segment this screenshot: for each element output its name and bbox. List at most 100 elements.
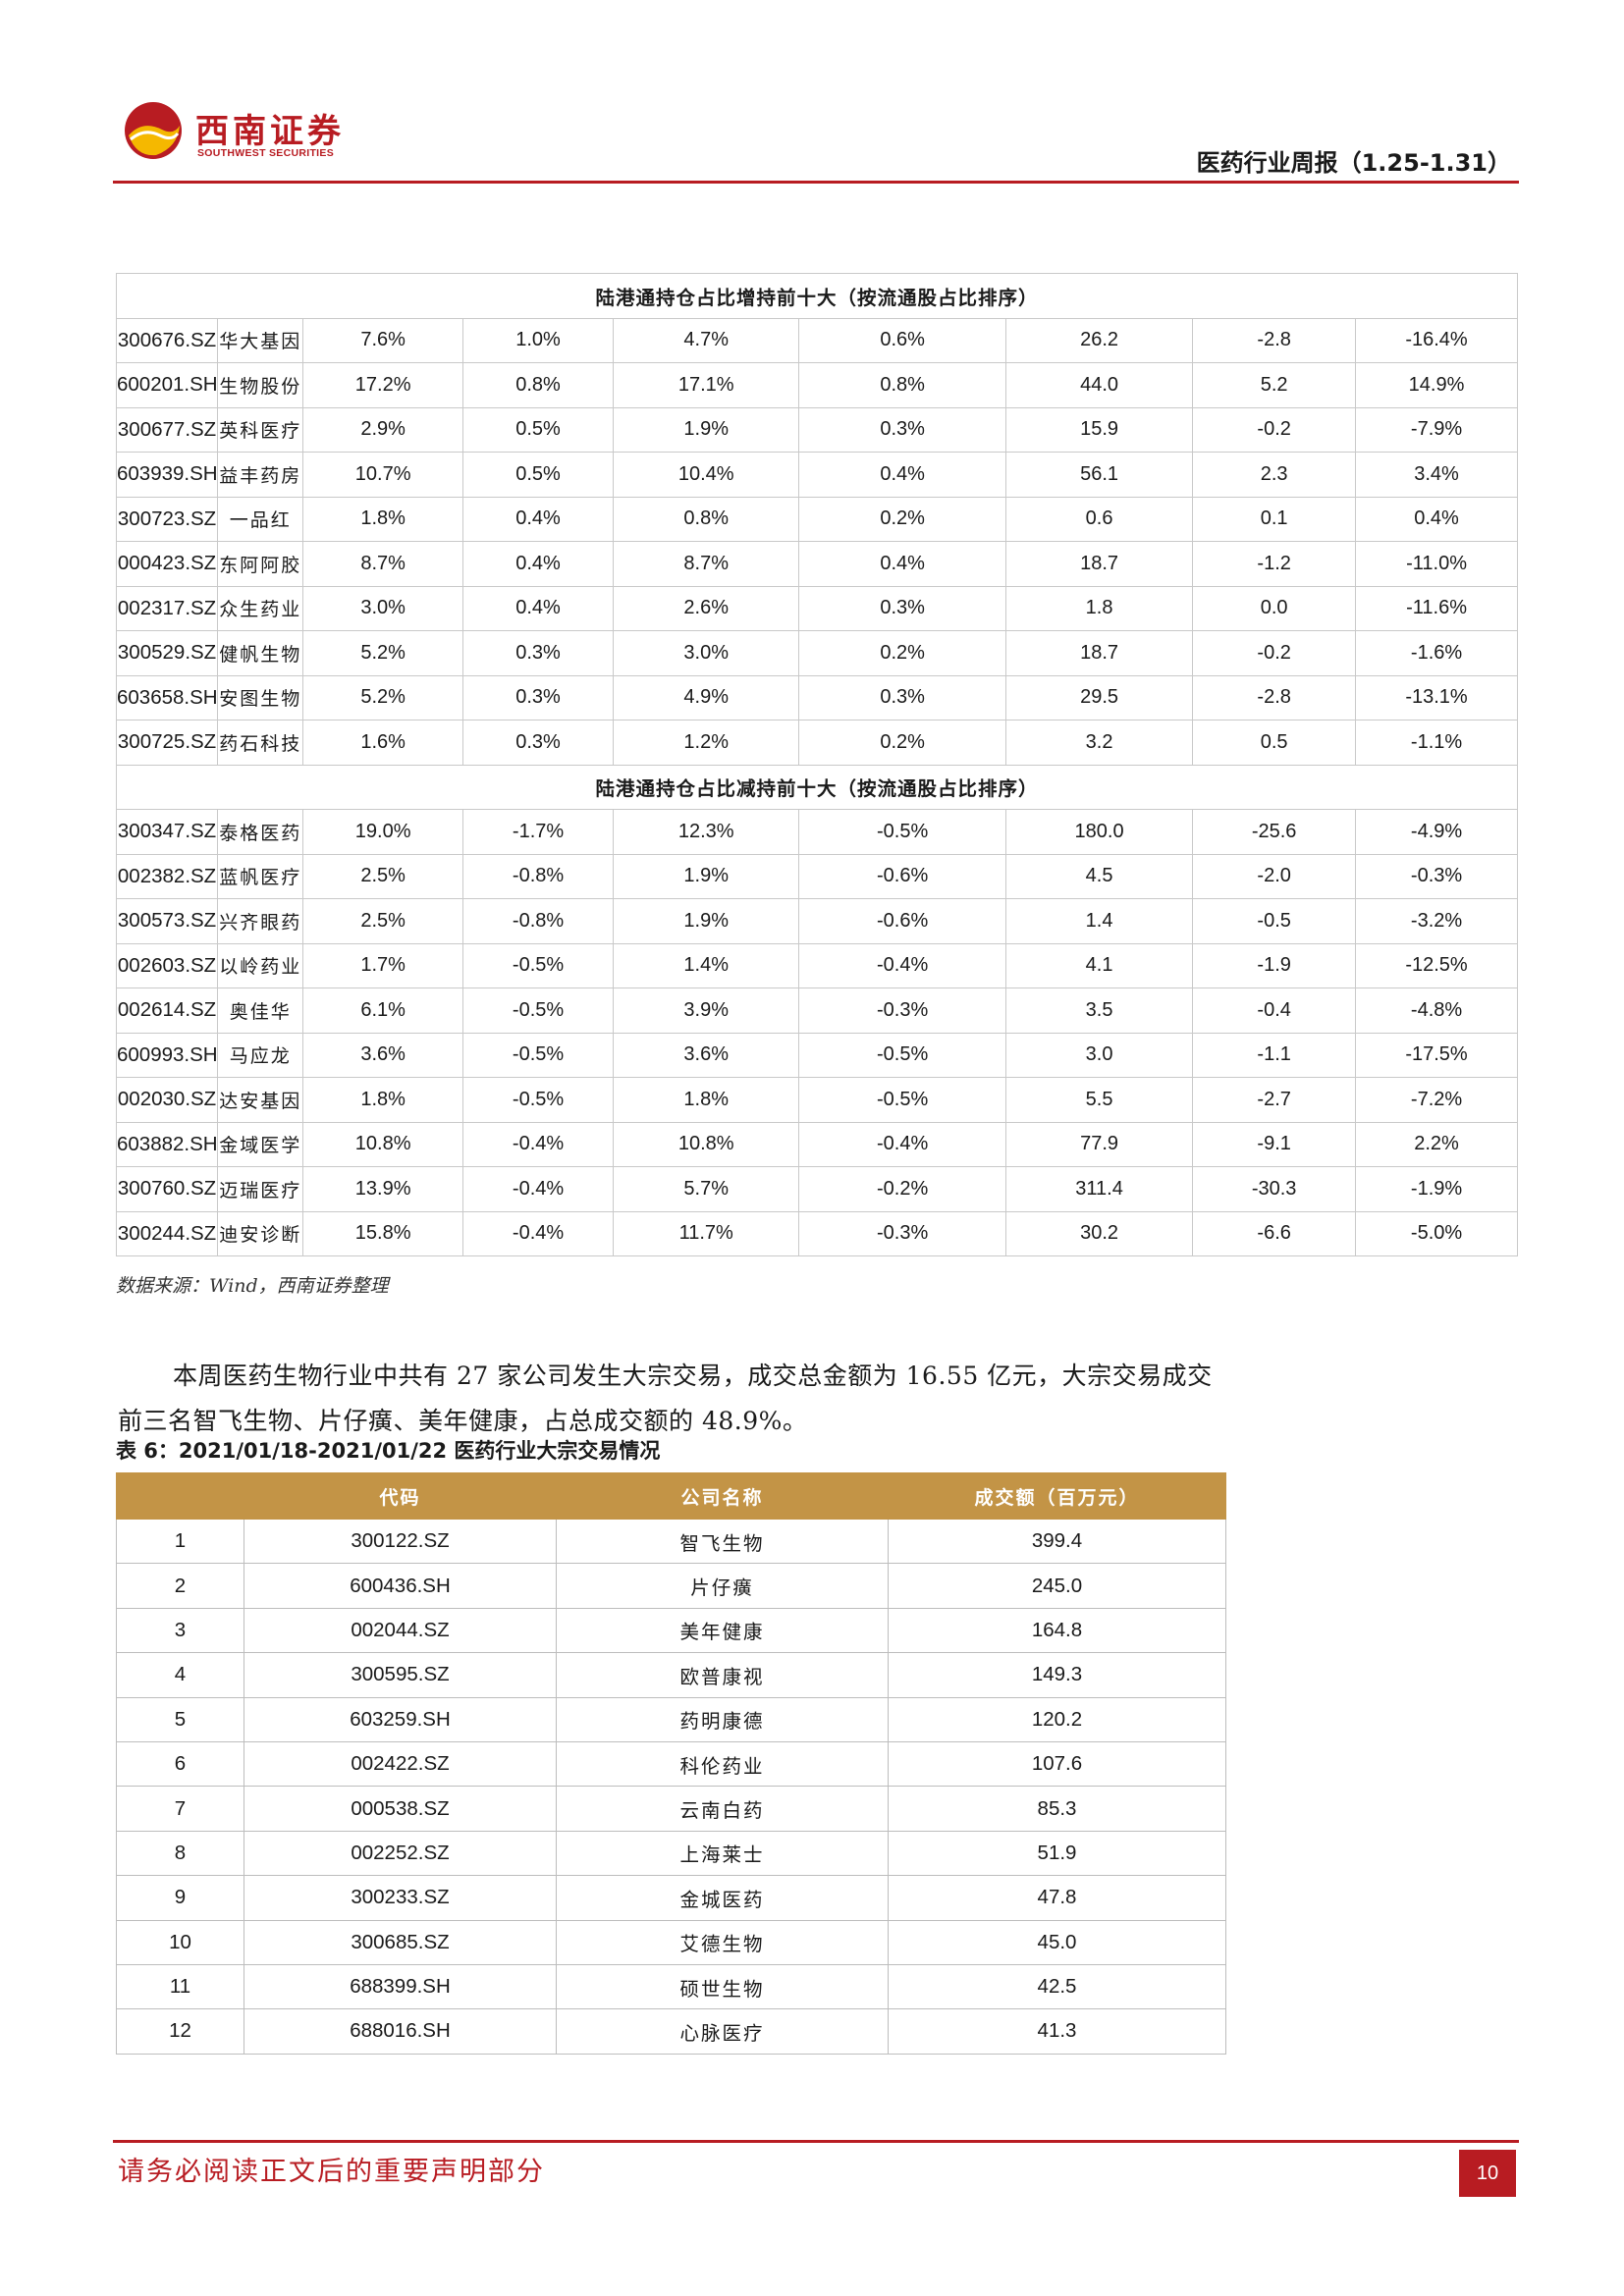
company-name: 生物股份: [217, 362, 304, 408]
data-cell: 3.6%: [302, 1032, 463, 1078]
stock-code: 603658.SH: [115, 674, 219, 721]
table-row: 300723.SZ 一品红 1.8% 0.4% 0.8% 0.2% 0.6 0.1 0.4%: [115, 496, 1518, 542]
data-cell: 3.0: [1004, 1032, 1194, 1078]
stock-code: 002030.SZ: [115, 1077, 219, 1123]
block-trade-summary: 本周医药生物行业中共有 27 家公司发生大宗交易，成交总金额为 16.55 亿元…: [118, 1362, 1213, 1435]
table-row: 300676.SZ 华大基因 7.6% 1.0% 4.7% 0.6% 26.2 -2.8 -16…: [115, 317, 1518, 363]
stock-code: 300573.SZ: [115, 898, 219, 944]
company-name: 上海莱士: [556, 1830, 889, 1877]
data-cell: 17.2%: [302, 362, 463, 408]
table-row: 300244.SZ 迪安诊断 15.8% -0.4% 11.7% -0.3% 30.2 -6.…: [115, 1210, 1518, 1256]
data-cell: 56.1: [1004, 452, 1194, 498]
data-cell: -0.5%: [798, 809, 1006, 855]
data-cell: 0.6: [1004, 496, 1194, 542]
company-name: 安图生物: [217, 674, 304, 721]
company-name: 迈瑞医疗: [217, 1166, 304, 1212]
stock-code: 300725.SZ: [115, 720, 219, 766]
data-cell: -13.1%: [1355, 674, 1518, 721]
stock-code: 603939.SH: [115, 452, 219, 498]
data-cell: 4.1: [1004, 942, 1194, 988]
data-cell: -30.3: [1192, 1166, 1357, 1212]
data-cell: 0.8%: [461, 362, 615, 408]
trade-amount: 47.8: [888, 1875, 1226, 1921]
data-cell: 1.8%: [302, 496, 463, 542]
data-cell: -2.8: [1192, 674, 1357, 721]
stock-code: 300122.SZ: [244, 1518, 557, 1565]
company-name: 泰格医药: [217, 809, 304, 855]
rank: 3: [116, 1607, 244, 1654]
column-header: 公司名称: [556, 1472, 889, 1520]
data-cell: 0.4%: [461, 541, 615, 587]
table-row: 3 002044.SZ 美年健康 164.8: [116, 1607, 1226, 1654]
table-row: 300760.SZ 迈瑞医疗 13.9% -0.4% 5.7% -0.2% 311.4 -30…: [115, 1166, 1518, 1212]
data-cell: 1.9%: [613, 406, 800, 453]
table-row: 4 300595.SZ 欧普康视 149.3: [116, 1652, 1226, 1698]
company-name: 达安基因: [217, 1077, 304, 1123]
stock-code: 300676.SZ: [115, 317, 219, 363]
data-cell: 0.1: [1192, 496, 1357, 542]
company-name: 英科医疗: [217, 406, 304, 453]
data-cell: 1.8%: [302, 1077, 463, 1123]
table-row: 12 688016.SH 心脉医疗 41.3: [116, 2008, 1226, 2055]
data-cell: 3.4%: [1355, 452, 1518, 498]
data-cell: 180.0: [1004, 809, 1194, 855]
table-row: 9 300233.SZ 金城医药 47.8: [116, 1875, 1226, 1921]
data-cell: -0.4%: [798, 1121, 1006, 1167]
data-cell: -0.6%: [798, 853, 1006, 899]
stock-code: 300233.SZ: [244, 1875, 557, 1921]
table-row: 2 600436.SH 片仔癀 245.0: [116, 1563, 1226, 1609]
data-cell: 0.3%: [798, 406, 1006, 453]
data-cell: -0.6%: [798, 898, 1006, 944]
trade-amount: 120.2: [888, 1696, 1226, 1742]
data-cell: 13.9%: [302, 1166, 463, 1212]
data-cell: -4.9%: [1355, 809, 1518, 855]
table-row: 600993.SH 马应龙 3.6% -0.5% 3.6% -0.5% 3.0 -1.1 -17…: [115, 1032, 1518, 1078]
company-name: 智飞生物: [556, 1518, 889, 1565]
stock-code: 300347.SZ: [115, 809, 219, 855]
trade-amount: 149.3: [888, 1652, 1226, 1698]
data-cell: 0.2%: [798, 630, 1006, 676]
stock-code: 300595.SZ: [244, 1652, 557, 1698]
table-row: 603658.SH 安图生物 5.2% 0.3% 4.9% 0.3% 29.5 -2.8 -13…: [115, 674, 1518, 721]
data-cell: 0.4%: [461, 496, 615, 542]
company-name: 以岭药业: [217, 942, 304, 988]
stock-code: 002422.SZ: [244, 1740, 557, 1788]
data-cell: 1.8%: [613, 1077, 800, 1123]
data-cell: -0.8%: [461, 853, 615, 899]
data-cell: -7.9%: [1355, 406, 1518, 453]
column-header: 代码: [244, 1472, 557, 1520]
data-cell: -0.5%: [461, 1077, 615, 1123]
data-cell: 4.9%: [613, 674, 800, 721]
trade-amount: 399.4: [888, 1518, 1226, 1565]
table-row: 1 300122.SZ 智飞生物 399.4: [116, 1518, 1226, 1565]
data-cell: -3.2%: [1355, 898, 1518, 944]
data-cell: 15.9: [1004, 406, 1194, 453]
data-cell: -0.2%: [798, 1166, 1006, 1212]
data-cell: 0.8%: [798, 362, 1006, 408]
data-cell: 4.7%: [613, 317, 800, 363]
data-cell: 3.9%: [613, 988, 800, 1034]
table-caption: 表 6：2021/01/18-2021/01/22 医药行业大宗交易情况: [116, 1439, 661, 1463]
company-name: 心脉医疗: [556, 2008, 889, 2055]
data-cell: -4.8%: [1355, 988, 1518, 1034]
data-cell: 1.2%: [613, 720, 800, 766]
data-cell: 2.6%: [613, 585, 800, 631]
data-cell: -1.9: [1192, 942, 1357, 988]
data-cell: -12.5%: [1355, 942, 1518, 988]
data-cell: 8.7%: [302, 541, 463, 587]
data-cell: 4.5: [1004, 853, 1194, 899]
table-row: 300529.SZ 健帆生物 5.2% 0.3% 3.0% 0.2% 18.7 -0.2 -1.…: [115, 630, 1518, 676]
data-cell: -1.6%: [1355, 630, 1518, 676]
data-cell: -0.5: [1192, 898, 1357, 944]
data-cell: -0.5%: [461, 988, 615, 1034]
data-cell: 12.3%: [613, 809, 800, 855]
stock-code: 002317.SZ: [115, 585, 219, 631]
trade-amount: 45.0: [888, 1919, 1226, 1965]
data-cell: 14.9%: [1355, 362, 1518, 408]
data-cell: 2.2%: [1355, 1121, 1518, 1167]
data-cell: 3.2: [1004, 720, 1194, 766]
stock-code: 300723.SZ: [115, 496, 219, 542]
data-cell: 1.9%: [613, 853, 800, 899]
rank: 5: [116, 1696, 244, 1742]
logo-chinese-name: 西南证券: [195, 112, 345, 151]
